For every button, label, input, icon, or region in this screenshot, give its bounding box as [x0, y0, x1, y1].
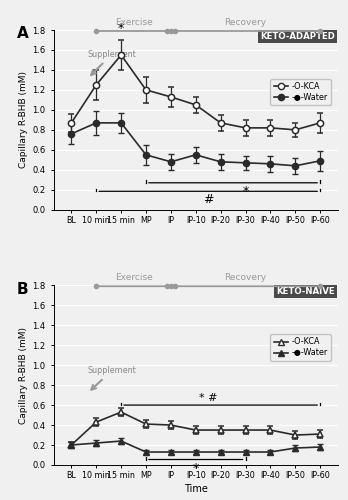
Y-axis label: Capillary R-BHB (mM): Capillary R-BHB (mM): [19, 72, 28, 168]
Text: B: B: [17, 282, 29, 296]
Text: #: #: [203, 194, 213, 206]
Text: Recovery: Recovery: [224, 274, 267, 282]
Y-axis label: Capillary R-BHB (mM): Capillary R-BHB (mM): [19, 326, 28, 424]
Text: KETO-ADAPTED: KETO-ADAPTED: [260, 32, 335, 41]
Legend: -O-KCA, -●-Water: -O-KCA, -●-Water: [270, 79, 331, 106]
Text: Exercise: Exercise: [115, 274, 152, 282]
Text: KETO-NAIVE: KETO-NAIVE: [276, 287, 335, 296]
Text: *: *: [243, 185, 248, 198]
Text: *: *: [193, 462, 199, 474]
Text: Exercise: Exercise: [115, 18, 152, 27]
Text: * #: * #: [199, 393, 218, 403]
Text: Supplement: Supplement: [88, 50, 136, 75]
Text: Supplement: Supplement: [88, 366, 136, 390]
Text: *: *: [118, 22, 124, 35]
Text: A: A: [17, 26, 29, 42]
Legend: -O-KCA, -●-Water: -O-KCA, -●-Water: [270, 334, 331, 360]
X-axis label: Time: Time: [184, 484, 208, 494]
Text: Recovery: Recovery: [224, 18, 267, 27]
